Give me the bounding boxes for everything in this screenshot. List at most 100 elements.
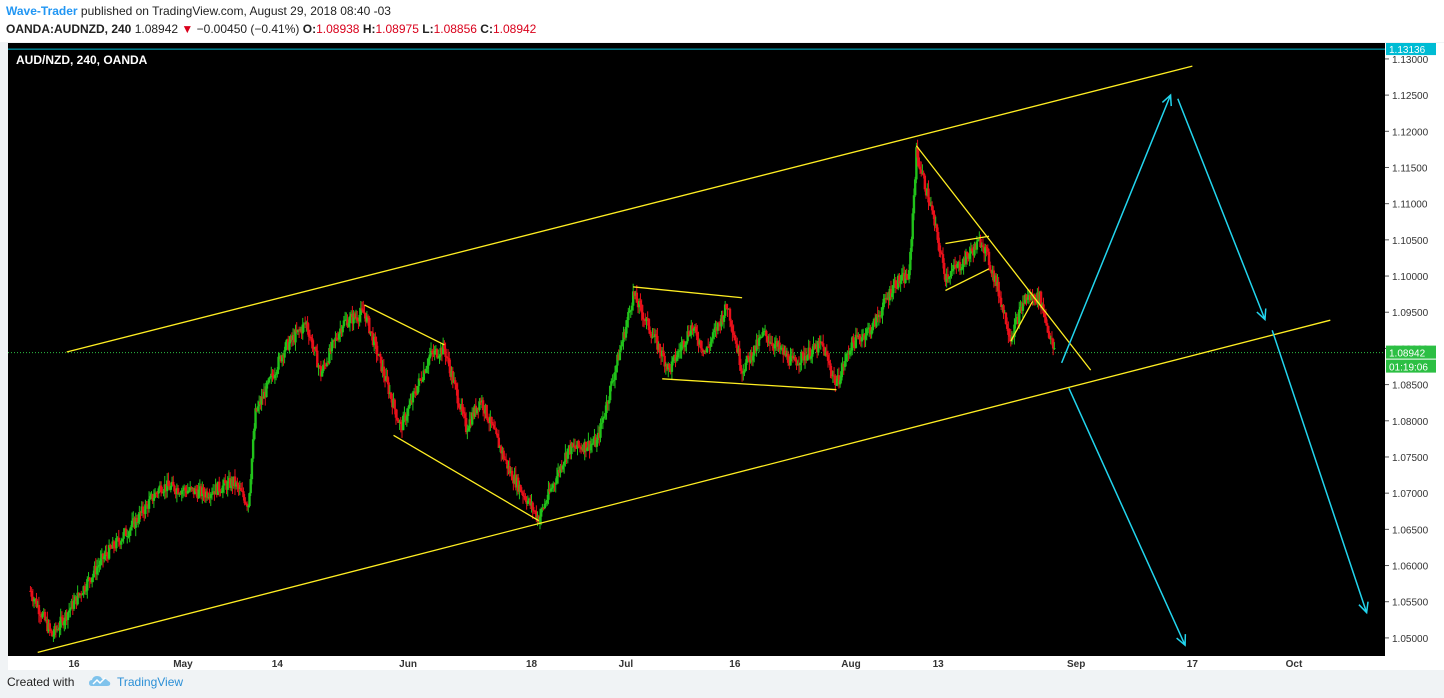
candle-body <box>296 329 300 333</box>
candle <box>241 482 244 493</box>
candle <box>283 346 286 364</box>
candle-body <box>101 553 105 560</box>
channel-lower-line[interactable] <box>37 319 1331 654</box>
candle-body <box>77 592 81 596</box>
candle <box>819 335 822 350</box>
projection-arrow-head <box>1176 634 1187 647</box>
y-tick-label: 1.10000 <box>1392 272 1429 283</box>
candle-body <box>111 541 114 549</box>
candle-body <box>87 577 90 580</box>
candle <box>280 352 284 367</box>
candle <box>780 344 784 351</box>
candle-body <box>209 494 212 498</box>
candle <box>362 300 365 313</box>
projection-arrow-head <box>1161 93 1172 107</box>
pattern-line[interactable] <box>393 434 540 522</box>
price-axis[interactable]: 1.13000 1.12500 1.12000 1.11500 1.11000 1.105… <box>1385 42 1444 656</box>
candle <box>447 351 451 374</box>
candle-body <box>221 485 225 493</box>
candle <box>906 274 910 281</box>
pattern-line[interactable] <box>1010 301 1034 342</box>
candle <box>926 183 929 197</box>
candle-body <box>889 288 893 297</box>
candle <box>907 264 911 284</box>
candle <box>533 510 537 515</box>
chart-plot-area[interactable]: AUD/NZD, 240, OANDA <box>8 43 1385 656</box>
candle-body <box>238 488 242 490</box>
candle-body <box>989 265 992 270</box>
candle-body <box>1002 305 1005 314</box>
projection-arrow[interactable] <box>1060 93 1172 364</box>
candle-body <box>435 349 439 358</box>
candle-body <box>539 509 543 517</box>
candle <box>187 486 191 493</box>
candle-body <box>594 437 597 447</box>
pattern-line[interactable] <box>915 145 1092 371</box>
channel-upper-line[interactable] <box>66 65 1193 353</box>
candle-body <box>61 617 65 626</box>
candle-body <box>278 355 281 357</box>
candle <box>987 248 991 271</box>
candle <box>622 326 625 350</box>
candle-body <box>730 320 733 327</box>
pattern-line[interactable] <box>633 286 743 299</box>
candle <box>490 416 493 428</box>
candle-body <box>940 252 943 255</box>
candle <box>1045 319 1049 333</box>
candle <box>36 600 39 609</box>
candle-body <box>418 378 422 380</box>
candle-body <box>618 350 622 361</box>
candle <box>951 264 954 272</box>
candle <box>663 353 666 373</box>
candle-body <box>279 355 283 362</box>
candle-body <box>646 318 649 320</box>
tradingview-cloud-icon[interactable] <box>88 673 112 689</box>
projection-arrow[interactable] <box>1068 387 1187 647</box>
candle <box>272 369 275 380</box>
candle-body <box>802 352 806 361</box>
candle-body <box>320 371 324 377</box>
candle <box>726 303 729 317</box>
candle-body <box>986 248 989 252</box>
candle-body <box>824 351 827 356</box>
candle <box>162 489 165 497</box>
candle-body <box>679 350 682 352</box>
candle-body <box>659 352 663 357</box>
time-axis[interactable]: 16 May 14 Jun 18 Jul 16 Aug 13 Sep 17 Oct <box>8 656 1385 670</box>
candle <box>688 330 692 337</box>
candle-body <box>267 378 271 383</box>
candle <box>792 352 796 360</box>
candle <box>1021 295 1025 319</box>
price-chart-svg[interactable] <box>8 43 1385 656</box>
candle-body <box>210 493 214 495</box>
candle-body <box>939 251 942 253</box>
candle-body <box>953 264 957 267</box>
candle-body <box>283 350 286 358</box>
candle <box>932 206 935 220</box>
author-link[interactable]: Wave-Trader <box>6 4 78 18</box>
candle-body <box>665 364 669 370</box>
pattern-line[interactable] <box>364 304 445 346</box>
projection-arrow[interactable] <box>1271 330 1369 615</box>
candle <box>66 611 70 629</box>
candle <box>922 170 925 179</box>
candle <box>255 407 258 413</box>
candle-body <box>736 343 739 353</box>
x-tick-label: 16 <box>729 659 741 670</box>
candle <box>211 484 215 495</box>
pattern-line[interactable] <box>945 268 990 292</box>
candle <box>158 481 162 490</box>
candle <box>903 266 906 288</box>
candle <box>996 274 999 292</box>
candle <box>964 248 968 268</box>
candle <box>34 598 37 604</box>
candle <box>946 266 950 284</box>
pattern-line[interactable] <box>662 378 837 391</box>
tradingview-brand-link[interactable]: TradingView <box>117 675 184 689</box>
candle <box>270 366 273 385</box>
candle <box>813 343 816 351</box>
projection-arrow[interactable] <box>1177 98 1267 322</box>
candle-body <box>153 492 157 498</box>
candle-body <box>184 487 187 491</box>
pattern-line[interactable] <box>945 235 990 245</box>
